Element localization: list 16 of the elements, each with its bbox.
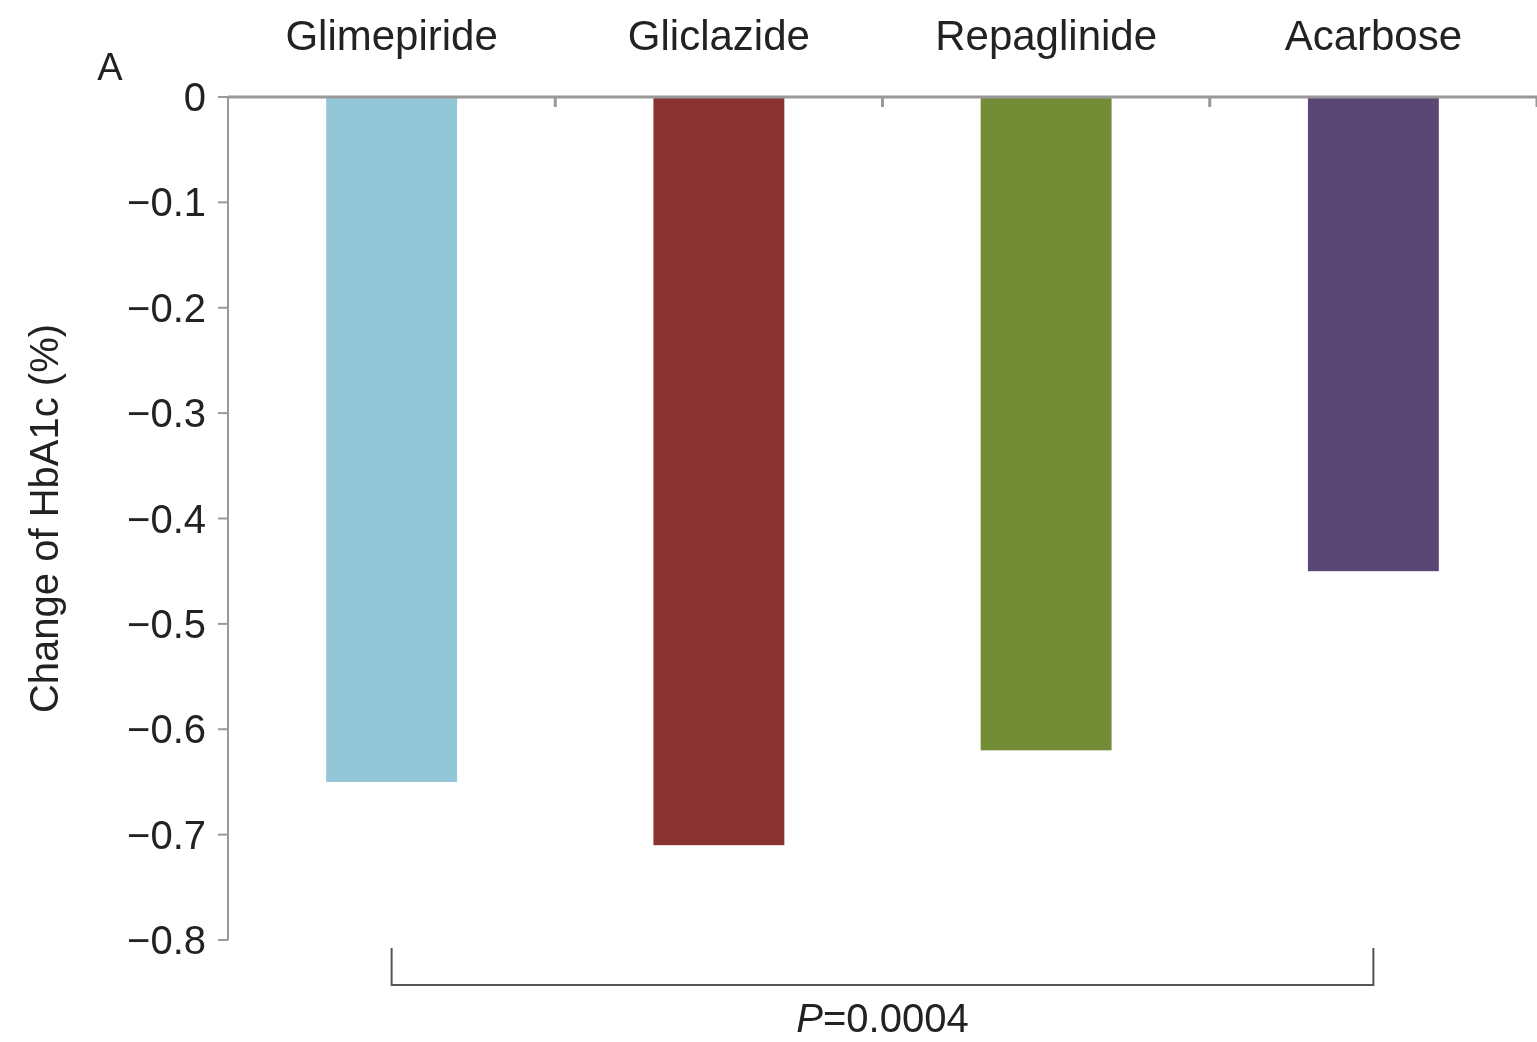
y-tick-label: −0.8 [127, 918, 206, 962]
x-tick-label: Gliclazide [627, 12, 810, 59]
x-tick-label: Acarbose [1284, 12, 1463, 59]
x-tick-label: Repaglinide [935, 12, 1158, 59]
y-tick-label: −0.6 [127, 707, 206, 752]
y-tick-label: −0.4 [127, 496, 206, 541]
x-tick-label: Glimepiride [285, 12, 498, 59]
y-tick-label: −0.5 [127, 601, 206, 646]
y-tick-label: −0.7 [127, 812, 206, 857]
y-axis-title: Change of HbA1c (%) [22, 323, 66, 714]
y-tick-label: −0.3 [127, 391, 206, 436]
y-tick-label: 0 [183, 75, 206, 119]
y-tick-label: −0.2 [127, 285, 206, 330]
text: A [97, 46, 124, 88]
y-tick-label: −0.1 [127, 180, 206, 225]
text: P=0.0004 [796, 996, 969, 1040]
